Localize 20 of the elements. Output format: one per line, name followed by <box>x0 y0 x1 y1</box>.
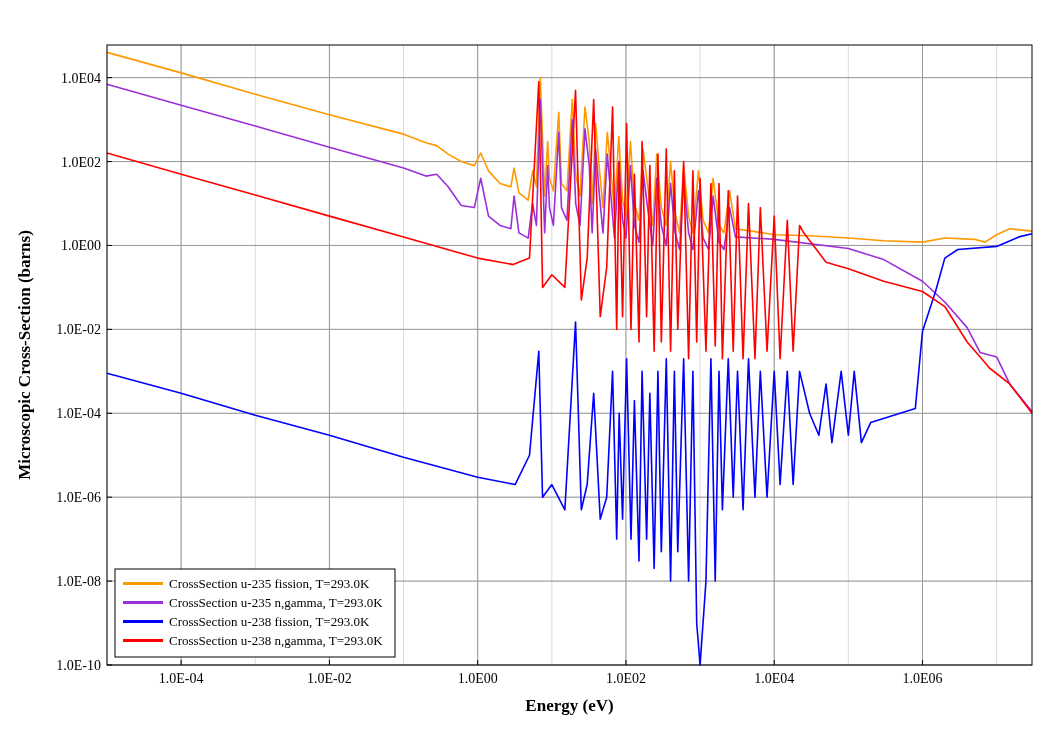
y-tick-label: 1.0E-06 <box>56 490 101 506</box>
x-tick-label: 1.0E04 <box>754 671 795 686</box>
y-tick-label: 1.0E02 <box>60 154 101 170</box>
x-tick-label: 1.0E-02 <box>307 671 352 686</box>
x-axis-title: Energy (eV) <box>525 696 614 715</box>
y-axis-title: Microscopic Cross-Section (barns) <box>15 230 34 480</box>
y-tick-label: 1.0E04 <box>60 70 101 86</box>
x-tick-label: 1.0E00 <box>457 671 498 686</box>
legend-label: CrossSection u-235 fission, T=293.0K <box>169 576 370 591</box>
y-tick-label: 1.0E-04 <box>56 406 101 422</box>
y-tick-label: 1.0E-08 <box>56 574 101 590</box>
x-tick-label: 1.0E06 <box>902 671 943 686</box>
y-tick-label: 1.0E00 <box>60 238 101 254</box>
x-tick-label: 1.0E-04 <box>158 671 204 686</box>
legend-label: CrossSection u-235 n,gamma, T=293.0K <box>169 595 384 610</box>
legend-label: CrossSection u-238 n,gamma, T=293.0K <box>169 633 384 648</box>
y-tick-label: 1.0E-10 <box>56 658 101 673</box>
legend-label: CrossSection u-238 fission, T=293.0K <box>169 614 370 629</box>
y-tick-label: 1.0E-02 <box>56 322 101 338</box>
x-tick-label: 1.0E02 <box>605 671 646 686</box>
